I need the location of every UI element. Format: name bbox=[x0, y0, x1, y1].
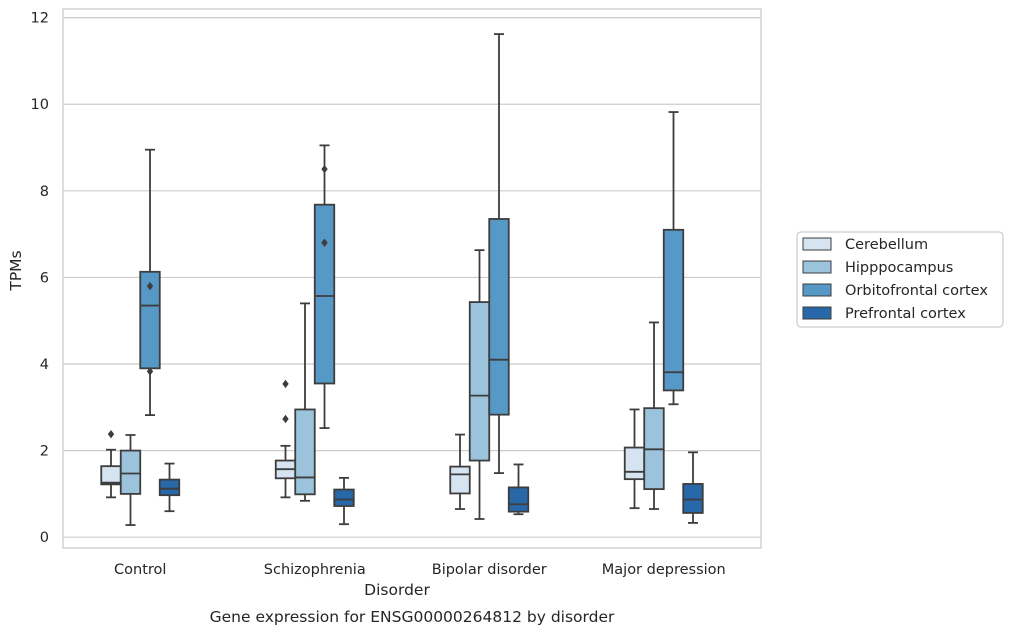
x-tick-label: Schizophrenia bbox=[264, 562, 366, 578]
box-1-3 bbox=[333, 476, 355, 526]
x-tick-label: Control bbox=[114, 562, 166, 578]
box-body bbox=[294, 408, 316, 496]
outlier-point bbox=[321, 164, 328, 174]
y-axis-title: TPMs bbox=[7, 250, 25, 291]
legend: Cerebellum Hipppocampus Orbitofrontal cort… bbox=[796, 231, 1004, 328]
outlier-point bbox=[282, 414, 289, 424]
legend-label: Prefrontal cortex bbox=[845, 306, 966, 322]
x-tick-label: Bipolar disorder bbox=[432, 562, 547, 578]
box-3-1 bbox=[643, 321, 665, 510]
y-tick-label: 10 bbox=[31, 97, 49, 113]
box-body bbox=[507, 486, 530, 513]
box-3-3 bbox=[682, 451, 704, 524]
legend-swatch bbox=[802, 283, 832, 297]
outlier-point bbox=[146, 367, 154, 376]
legend-frame bbox=[796, 231, 1004, 328]
box-body bbox=[158, 478, 181, 497]
legend-swatch bbox=[802, 260, 832, 274]
box-body bbox=[488, 218, 510, 416]
outlier-point bbox=[282, 379, 289, 389]
box-body bbox=[100, 465, 122, 486]
box-plots bbox=[100, 33, 704, 526]
legend-label: Cerebellum bbox=[845, 237, 928, 253]
y-tick-label: 6 bbox=[40, 270, 49, 286]
legend-swatch bbox=[802, 306, 832, 320]
legend-label: Hipppocampus bbox=[845, 260, 953, 276]
y-tick-label: 4 bbox=[40, 357, 49, 373]
y-tick-label: 8 bbox=[40, 184, 49, 200]
box-2-3 bbox=[507, 463, 530, 516]
legend-swatch bbox=[802, 237, 832, 251]
box-body bbox=[119, 449, 142, 495]
box-3-0 bbox=[623, 408, 646, 510]
plot-area-frame bbox=[62, 8, 762, 549]
y-tick-label: 12 bbox=[31, 11, 49, 27]
outlier-point bbox=[107, 429, 115, 439]
x-tick-label: Major depression bbox=[602, 562, 726, 578]
y-axis-ticks: 0 2 4 6 8 10 12 bbox=[31, 11, 49, 547]
box-1-0 bbox=[274, 379, 297, 499]
box-body bbox=[623, 446, 646, 481]
box-body bbox=[333, 488, 355, 507]
box-body bbox=[468, 301, 491, 462]
outlier-point bbox=[146, 281, 154, 291]
box-body bbox=[313, 203, 336, 385]
y-tick-label: 0 bbox=[40, 530, 49, 546]
box-body bbox=[682, 483, 704, 514]
box-body bbox=[662, 228, 685, 392]
outlier-point bbox=[321, 238, 328, 247]
box-3-2 bbox=[662, 111, 685, 406]
x-axis-title: Disorder bbox=[364, 581, 430, 599]
box-body bbox=[449, 465, 471, 495]
box-2-0 bbox=[449, 433, 471, 510]
box-0-1 bbox=[119, 434, 142, 526]
box-1-1 bbox=[294, 302, 316, 502]
box-1-2 bbox=[313, 144, 336, 429]
x-axis-ticks: Control Schizophrenia Bipolar disorder Majo… bbox=[114, 562, 726, 578]
box-2-2 bbox=[488, 33, 510, 475]
chart-title: Gene expression for ENSG00000264812 by d… bbox=[210, 608, 615, 626]
box-0-2 bbox=[139, 148, 161, 416]
box-0-0 bbox=[100, 429, 122, 499]
grid-lines bbox=[63, 17, 761, 538]
y-tick-label: 2 bbox=[40, 444, 49, 460]
box-0-3 bbox=[158, 462, 181, 513]
legend-label: Orbitofrontal cortex bbox=[845, 283, 988, 299]
